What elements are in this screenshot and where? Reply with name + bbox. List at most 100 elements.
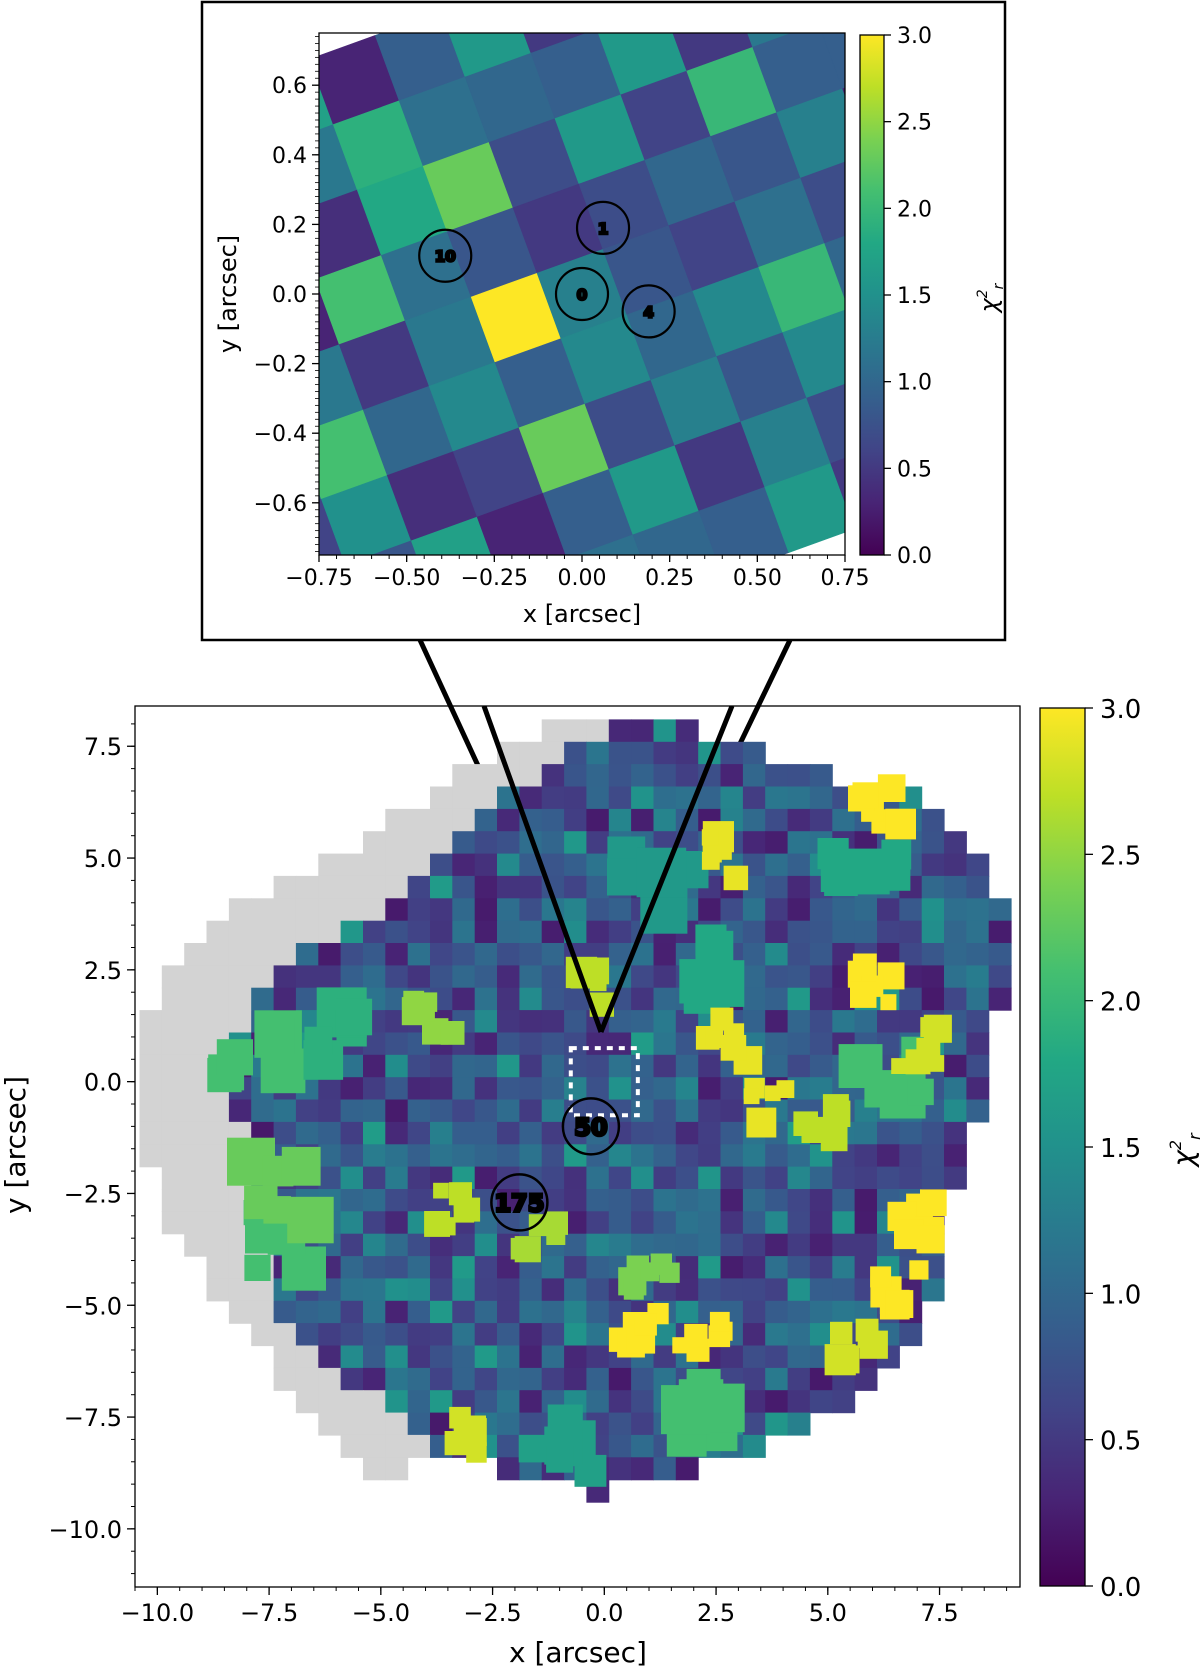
main-spaxel	[363, 1054, 386, 1078]
main-spaxel	[921, 875, 945, 899]
main-spaxel	[809, 808, 833, 832]
main-spaxel	[720, 1233, 744, 1257]
inset-spaxel	[782, 309, 845, 399]
main-spaxel	[698, 1278, 722, 1302]
masked-spaxel	[318, 853, 342, 877]
main-spaxel	[787, 1256, 811, 1280]
masked-spaxel	[206, 1256, 230, 1280]
main-spaxel	[675, 1189, 699, 1212]
main-spaxel	[385, 1278, 409, 1302]
main-spaxel	[497, 1166, 520, 1190]
masked-spaxel	[541, 719, 565, 743]
main-spaxel	[787, 965, 811, 989]
inset-y-axis-label: y [arcsec]	[214, 235, 242, 353]
masked-spaxel	[228, 898, 252, 922]
inset-marker-label: 10	[435, 248, 456, 266]
masked-spaxel	[139, 1121, 163, 1145]
main-spaxel	[474, 1099, 498, 1123]
main-spaxel	[877, 920, 900, 944]
main-spaxel	[787, 786, 811, 810]
masked-spaxel	[318, 920, 342, 944]
main-x-axis-label: x [arcsec]	[509, 1636, 647, 1669]
main-spaxel	[921, 1099, 945, 1123]
main-spaxel	[787, 1278, 811, 1302]
main-spaxel	[474, 1121, 498, 1145]
main-spaxel	[899, 1144, 923, 1168]
masked-spaxel	[430, 786, 453, 810]
main-spaxel	[385, 1099, 409, 1123]
masked-spaxel	[184, 965, 208, 989]
main-spaxel	[653, 1077, 677, 1101]
main-spaxel	[921, 920, 945, 944]
main-hot-spot	[923, 1014, 952, 1043]
main-spaxel	[765, 1367, 789, 1391]
main-spaxel	[832, 1390, 856, 1414]
masked-spaxel	[228, 1300, 252, 1324]
main-spaxel	[631, 1054, 654, 1078]
main-spaxel	[541, 1032, 565, 1056]
main-spaxel	[631, 1412, 654, 1436]
masked-spaxel	[161, 965, 185, 989]
main-colorbar-tick-label: 0.0	[1100, 1573, 1141, 1603]
inset-x-tick-label: −0.75	[285, 566, 352, 591]
main-spaxel	[541, 1010, 565, 1034]
main-spaxel	[675, 741, 699, 765]
main-spaxel	[742, 1390, 766, 1414]
main-spaxel	[675, 1211, 699, 1235]
main-spaxel	[809, 1010, 833, 1034]
main-spaxel	[608, 1166, 632, 1190]
inset-x-tick-label: −0.50	[373, 566, 440, 591]
main-spaxel	[452, 1278, 476, 1302]
main-spaxel	[340, 920, 364, 944]
main-spaxel	[854, 1211, 878, 1235]
main-spaxel	[586, 764, 610, 788]
masked-spaxel	[206, 920, 230, 944]
main-spaxel	[363, 1189, 386, 1212]
main-spaxel	[363, 1367, 386, 1391]
masked-spaxel	[273, 1367, 297, 1391]
main-hot-spot	[850, 981, 877, 1008]
main-spaxel	[363, 1323, 386, 1347]
main-spaxel	[608, 920, 632, 944]
main-spaxel	[675, 1032, 699, 1056]
main-spaxel	[698, 1211, 722, 1235]
masked-spaxel	[184, 987, 208, 1011]
main-spaxel	[742, 808, 766, 832]
main-spaxel	[452, 987, 476, 1011]
main-spaxel	[407, 1166, 431, 1190]
main-spaxel	[318, 1323, 342, 1347]
main-hot-spot	[877, 774, 906, 802]
masked-spaxel	[161, 1032, 185, 1056]
main-spaxel	[564, 1233, 587, 1257]
inset-y-tick-label: 0.6	[272, 74, 307, 99]
main-spaxel	[966, 1032, 990, 1056]
main-spaxel	[675, 1457, 699, 1481]
main-spaxel	[832, 808, 856, 832]
main-spaxel	[519, 1032, 543, 1056]
main-spaxel	[899, 1166, 923, 1190]
main-spaxel	[497, 1278, 520, 1302]
main-spaxel	[787, 1010, 811, 1034]
main-x-tick-label: 2.5	[697, 1599, 735, 1627]
main-spaxel	[519, 1390, 543, 1414]
main-hot-spot	[830, 1321, 853, 1345]
main-spaxel	[832, 1166, 856, 1190]
main-spaxel	[966, 875, 990, 899]
main-spaxel	[787, 987, 811, 1011]
main-spaxel	[452, 1054, 476, 1078]
masked-spaxel	[228, 1010, 252, 1034]
main-spaxel	[452, 1345, 476, 1369]
masked-spaxel	[519, 741, 543, 765]
main-spaxel	[966, 1054, 990, 1078]
main-spaxel	[497, 1010, 520, 1034]
main-spaxel	[407, 1278, 431, 1302]
main-marker-circle	[561, 1097, 621, 1156]
main-spaxel	[742, 1233, 766, 1257]
main-spaxel	[765, 786, 789, 810]
main-spaxel	[564, 1166, 587, 1190]
main-spaxel	[340, 1121, 364, 1145]
main-spaxel	[877, 1121, 900, 1145]
main-spaxel	[385, 1077, 409, 1101]
main-spaxel	[474, 1256, 498, 1280]
